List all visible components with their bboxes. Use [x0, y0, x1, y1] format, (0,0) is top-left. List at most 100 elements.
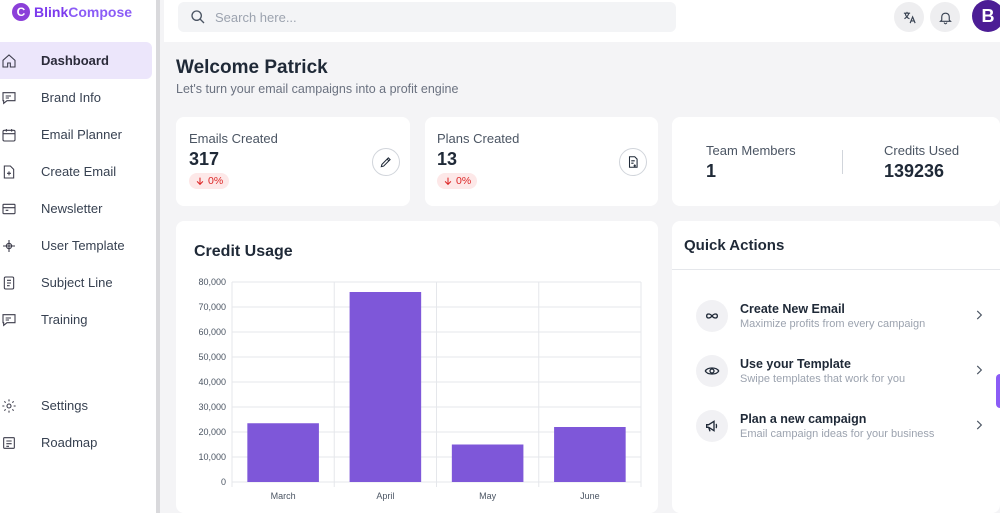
quick-action-name: Plan a new campaign	[740, 412, 867, 426]
divider	[842, 150, 843, 174]
sidebar-item-roadmap[interactable]: Roadmap	[0, 424, 152, 461]
bell-icon	[938, 12, 952, 24]
stat-delta-badge: 0%	[189, 173, 230, 189]
chat-icon	[0, 88, 19, 108]
quick-action-create-email[interactable]: Create New Email Maximize profits from e…	[696, 296, 986, 336]
sidebar-item-training[interactable]: Training	[0, 301, 152, 338]
quick-action-plan-campaign[interactable]: Plan a new campaign Email campaign ideas…	[696, 406, 986, 446]
arrow-down-icon	[444, 177, 452, 186]
eye-icon	[696, 355, 728, 387]
sidebar: C BlinkCompose Dashboard Brand Info Emai…	[0, 0, 160, 513]
bar	[554, 427, 626, 482]
logo-icon: C	[12, 3, 30, 21]
quick-action-use-template[interactable]: Use your Template Swipe templates that w…	[696, 351, 986, 391]
plan-button[interactable]	[619, 148, 647, 176]
sidebar-item-brand-info[interactable]: Brand Info	[0, 79, 152, 116]
quick-action-name: Create New Email	[740, 302, 845, 316]
team-credits-card: Team Members 1 Credits Used 139236	[672, 117, 1000, 206]
chevron-right-icon	[972, 363, 986, 377]
search-bar[interactable]	[178, 2, 676, 32]
quick-action-name: Use your Template	[740, 357, 851, 371]
arrow-down-icon	[196, 177, 204, 186]
side-panel-tab[interactable]	[996, 374, 1000, 408]
page-subtitle: Let's turn your email campaigns into a p…	[176, 82, 459, 96]
y-tick-label: 0	[221, 477, 226, 487]
credit-usage-card: Credit Usage 80,000 70,000 60,000 50,000 40,…	[176, 221, 658, 513]
stat-delta-badge: 0%	[437, 173, 478, 189]
y-tick-label: 80,000	[198, 277, 226, 287]
calendar-icon	[0, 125, 19, 145]
avatar-letter: B	[981, 5, 995, 26]
page-title: Welcome Patrick	[176, 57, 328, 78]
template-icon	[0, 236, 19, 256]
sidebar-bottom: Settings Roadmap	[0, 387, 152, 461]
infinity-icon	[696, 300, 728, 332]
sidebar-item-user-template[interactable]: User Template	[0, 227, 152, 264]
stat-delta-value: 0%	[208, 175, 224, 187]
divider	[672, 269, 1000, 270]
y-tick-label: 70,000	[198, 302, 226, 312]
document-plus-icon	[628, 156, 638, 168]
sidebar-item-newsletter[interactable]: Newsletter	[0, 190, 152, 227]
bar	[349, 292, 422, 482]
sidebar-item-subject-line[interactable]: Subject Line	[0, 264, 152, 301]
translate-icon	[903, 11, 916, 23]
chat-icon	[0, 310, 19, 330]
search-icon	[191, 10, 205, 24]
pencil-icon	[380, 157, 391, 168]
sidebar-item-label: Newsletter	[41, 201, 103, 216]
edit-button[interactable]	[372, 148, 400, 176]
x-tick-label: May	[479, 491, 497, 501]
stat-label: Plans Created	[437, 131, 520, 146]
logo[interactable]: C BlinkCompose	[12, 3, 132, 21]
megaphone-icon	[696, 410, 728, 442]
stat-value: 13	[437, 149, 458, 169]
y-tick-label: 60,000	[198, 327, 226, 337]
translate-button[interactable]	[894, 2, 924, 32]
x-tick-label: March	[271, 491, 296, 501]
quick-action-desc: Maximize profits from every campaign	[740, 318, 926, 330]
sidebar-item-label: Subject Line	[41, 275, 113, 290]
sidebar-item-create-email[interactable]: Create Email	[0, 153, 152, 190]
sidebar-item-label: Dashboard	[41, 53, 109, 68]
notifications-button[interactable]	[930, 2, 960, 32]
y-tick-label: 40,000	[198, 377, 226, 387]
home-icon	[0, 51, 19, 71]
x-tick-label: June	[580, 491, 600, 501]
avatar[interactable]: B	[972, 0, 1000, 32]
quick-action-desc: Email campaign ideas for your business	[740, 428, 935, 440]
sidebar-item-email-planner[interactable]: Email Planner	[0, 116, 152, 153]
emails-created-card: Emails Created 317 0%	[176, 117, 410, 206]
sidebar-nav: Dashboard Brand Info Email Planner Creat…	[0, 42, 152, 338]
sidebar-item-label: Roadmap	[41, 435, 98, 450]
roadmap-icon	[0, 433, 19, 453]
plans-created-card: Plans Created 13 0%	[425, 117, 658, 206]
logo-text: BlinkCompose	[34, 4, 133, 20]
credit-usage-chart: 80,000 70,000 60,000 50,000 40,000 30,000 20,0…	[198, 277, 642, 501]
quick-action-desc: Swipe templates that work for you	[740, 373, 906, 385]
sidebar-item-label: User Template	[41, 238, 125, 253]
team-members-value: 1	[706, 161, 717, 181]
gear-icon	[0, 396, 19, 416]
quick-actions-card: Quick Actions Create New Email Maximize …	[672, 221, 1000, 513]
stat-value: 317	[189, 149, 220, 169]
team-members-label: Team Members	[706, 143, 796, 158]
chevron-right-icon	[972, 308, 986, 322]
sidebar-item-label: Settings	[41, 398, 88, 413]
bar	[247, 423, 319, 482]
sidebar-item-settings[interactable]: Settings	[0, 387, 152, 424]
sidebar-item-label: Email Planner	[41, 127, 122, 142]
document-icon	[0, 273, 19, 293]
quick-actions-title: Quick Actions	[684, 237, 785, 254]
credits-used-value: 139236	[884, 161, 945, 181]
stat-delta-value: 0%	[456, 175, 472, 187]
chevron-right-icon	[972, 418, 986, 432]
x-tick-label: April	[376, 491, 394, 501]
sidebar-item-dashboard[interactable]: Dashboard	[0, 42, 152, 79]
search-input[interactable]	[215, 9, 655, 25]
sidebar-item-label: Create Email	[41, 164, 117, 179]
sidebar-item-label: Brand Info	[41, 90, 101, 105]
chart-title: Credit Usage	[194, 243, 293, 260]
top-bar: B	[164, 0, 1000, 42]
y-tick-label: 50,000	[198, 352, 226, 362]
